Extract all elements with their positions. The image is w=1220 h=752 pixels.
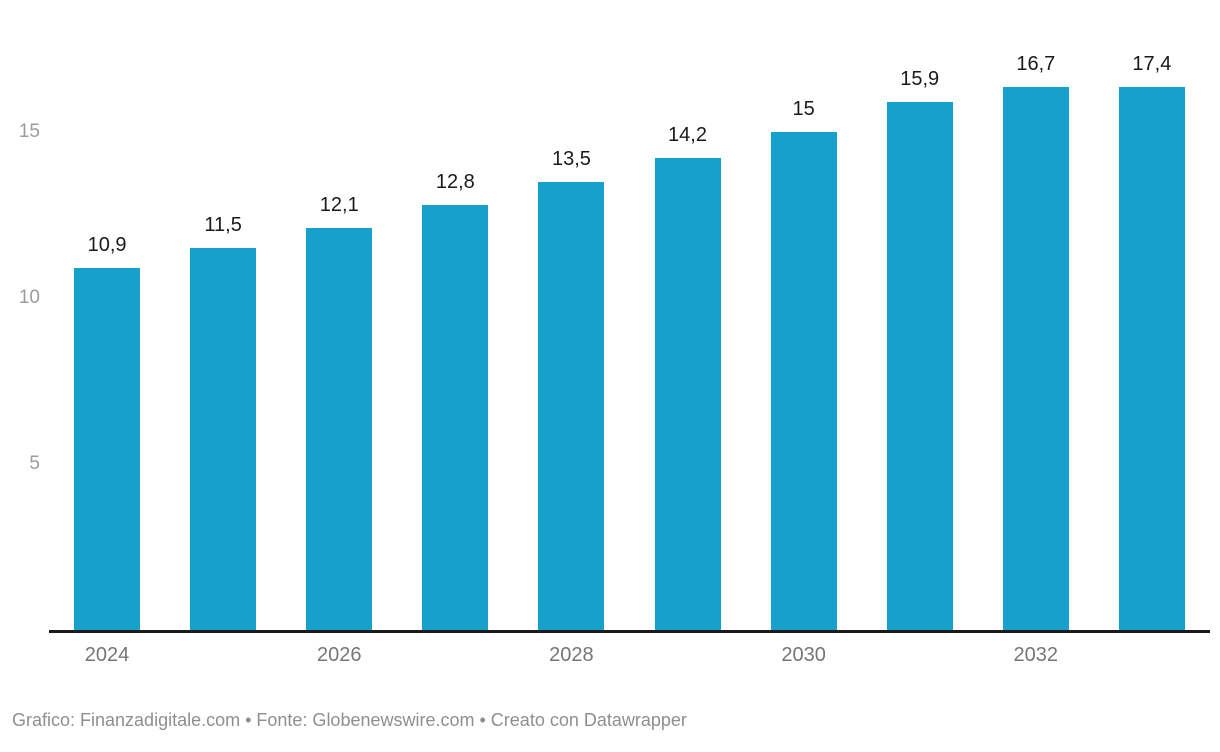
- bar[interactable]: [538, 181, 605, 630]
- bar-value-label: 15: [792, 97, 815, 120]
- x-axis-tick-label: 2028: [549, 644, 594, 666]
- x-axis-tick-label: 2024: [84, 644, 130, 666]
- y-axis-tick-label: 10: [18, 286, 40, 308]
- bar[interactable]: [422, 204, 489, 630]
- x-axis-tick-label: [397, 644, 513, 667]
- bar[interactable]: [74, 267, 141, 630]
- bar[interactable]: [1118, 87, 1185, 630]
- x-axis-tick-label: [1094, 644, 1210, 667]
- bar[interactable]: [1002, 87, 1069, 630]
- bar[interactable]: [770, 131, 837, 630]
- bar-value-label: 10,9: [87, 233, 127, 256]
- bar-column: 12,8: [397, 52, 513, 630]
- bar-column: 16,7: [978, 52, 1094, 630]
- plot-area: 5 10 15 10,9 11,5 12,1 12,8 13,5 14,2 15 15,9 16,7 1…: [19, 52, 1210, 633]
- x-axis-labels: 2024 2026 2028 2030 2032: [49, 644, 1210, 667]
- bar-value-label: 12,8: [435, 170, 475, 193]
- bar-value-label: 14,2: [668, 124, 707, 147]
- bar-column: 15: [746, 52, 862, 630]
- bar-column: 11,5: [165, 52, 281, 630]
- bar-value-label: 13,5: [551, 147, 591, 170]
- x-axis-tick-label: [629, 644, 745, 667]
- bar-column: 10,9: [49, 52, 165, 630]
- bar-value-label: 15,9: [900, 67, 940, 90]
- bar-column: 13,5: [513, 52, 629, 630]
- bar[interactable]: [190, 248, 257, 630]
- bar[interactable]: [886, 101, 953, 630]
- x-axis-tick-label: [165, 644, 281, 667]
- attribution-text: Grafico: Finanzadigitale.com • Fonte: Gl…: [12, 710, 687, 730]
- x-axis-tick-label: [862, 644, 978, 667]
- bar-value-label: 17,4: [1132, 53, 1172, 75]
- bar[interactable]: [306, 228, 373, 630]
- attribution-footer: Grafico: Finanzadigitale.com • Fonte: Gl…: [12, 710, 687, 731]
- bar-column: 15,9: [862, 52, 978, 630]
- bar-column: 14,2: [629, 52, 745, 630]
- x-axis-tick-label: 2026: [316, 644, 362, 666]
- bar-column: 17,4: [1094, 52, 1210, 630]
- y-axis-tick-label: 5: [29, 452, 40, 474]
- bar-value-label: 16,7: [1016, 53, 1056, 75]
- x-axis-tick-label: 2032: [1013, 644, 1059, 666]
- x-axis-tick-label: 2030: [781, 644, 826, 666]
- bar-value-label: 12,1: [319, 194, 359, 217]
- bar-column: 12,1: [281, 52, 397, 630]
- bar-value-label: 11,5: [204, 214, 242, 236]
- y-axis-tick-label: 15: [18, 120, 40, 142]
- bar[interactable]: [654, 158, 721, 630]
